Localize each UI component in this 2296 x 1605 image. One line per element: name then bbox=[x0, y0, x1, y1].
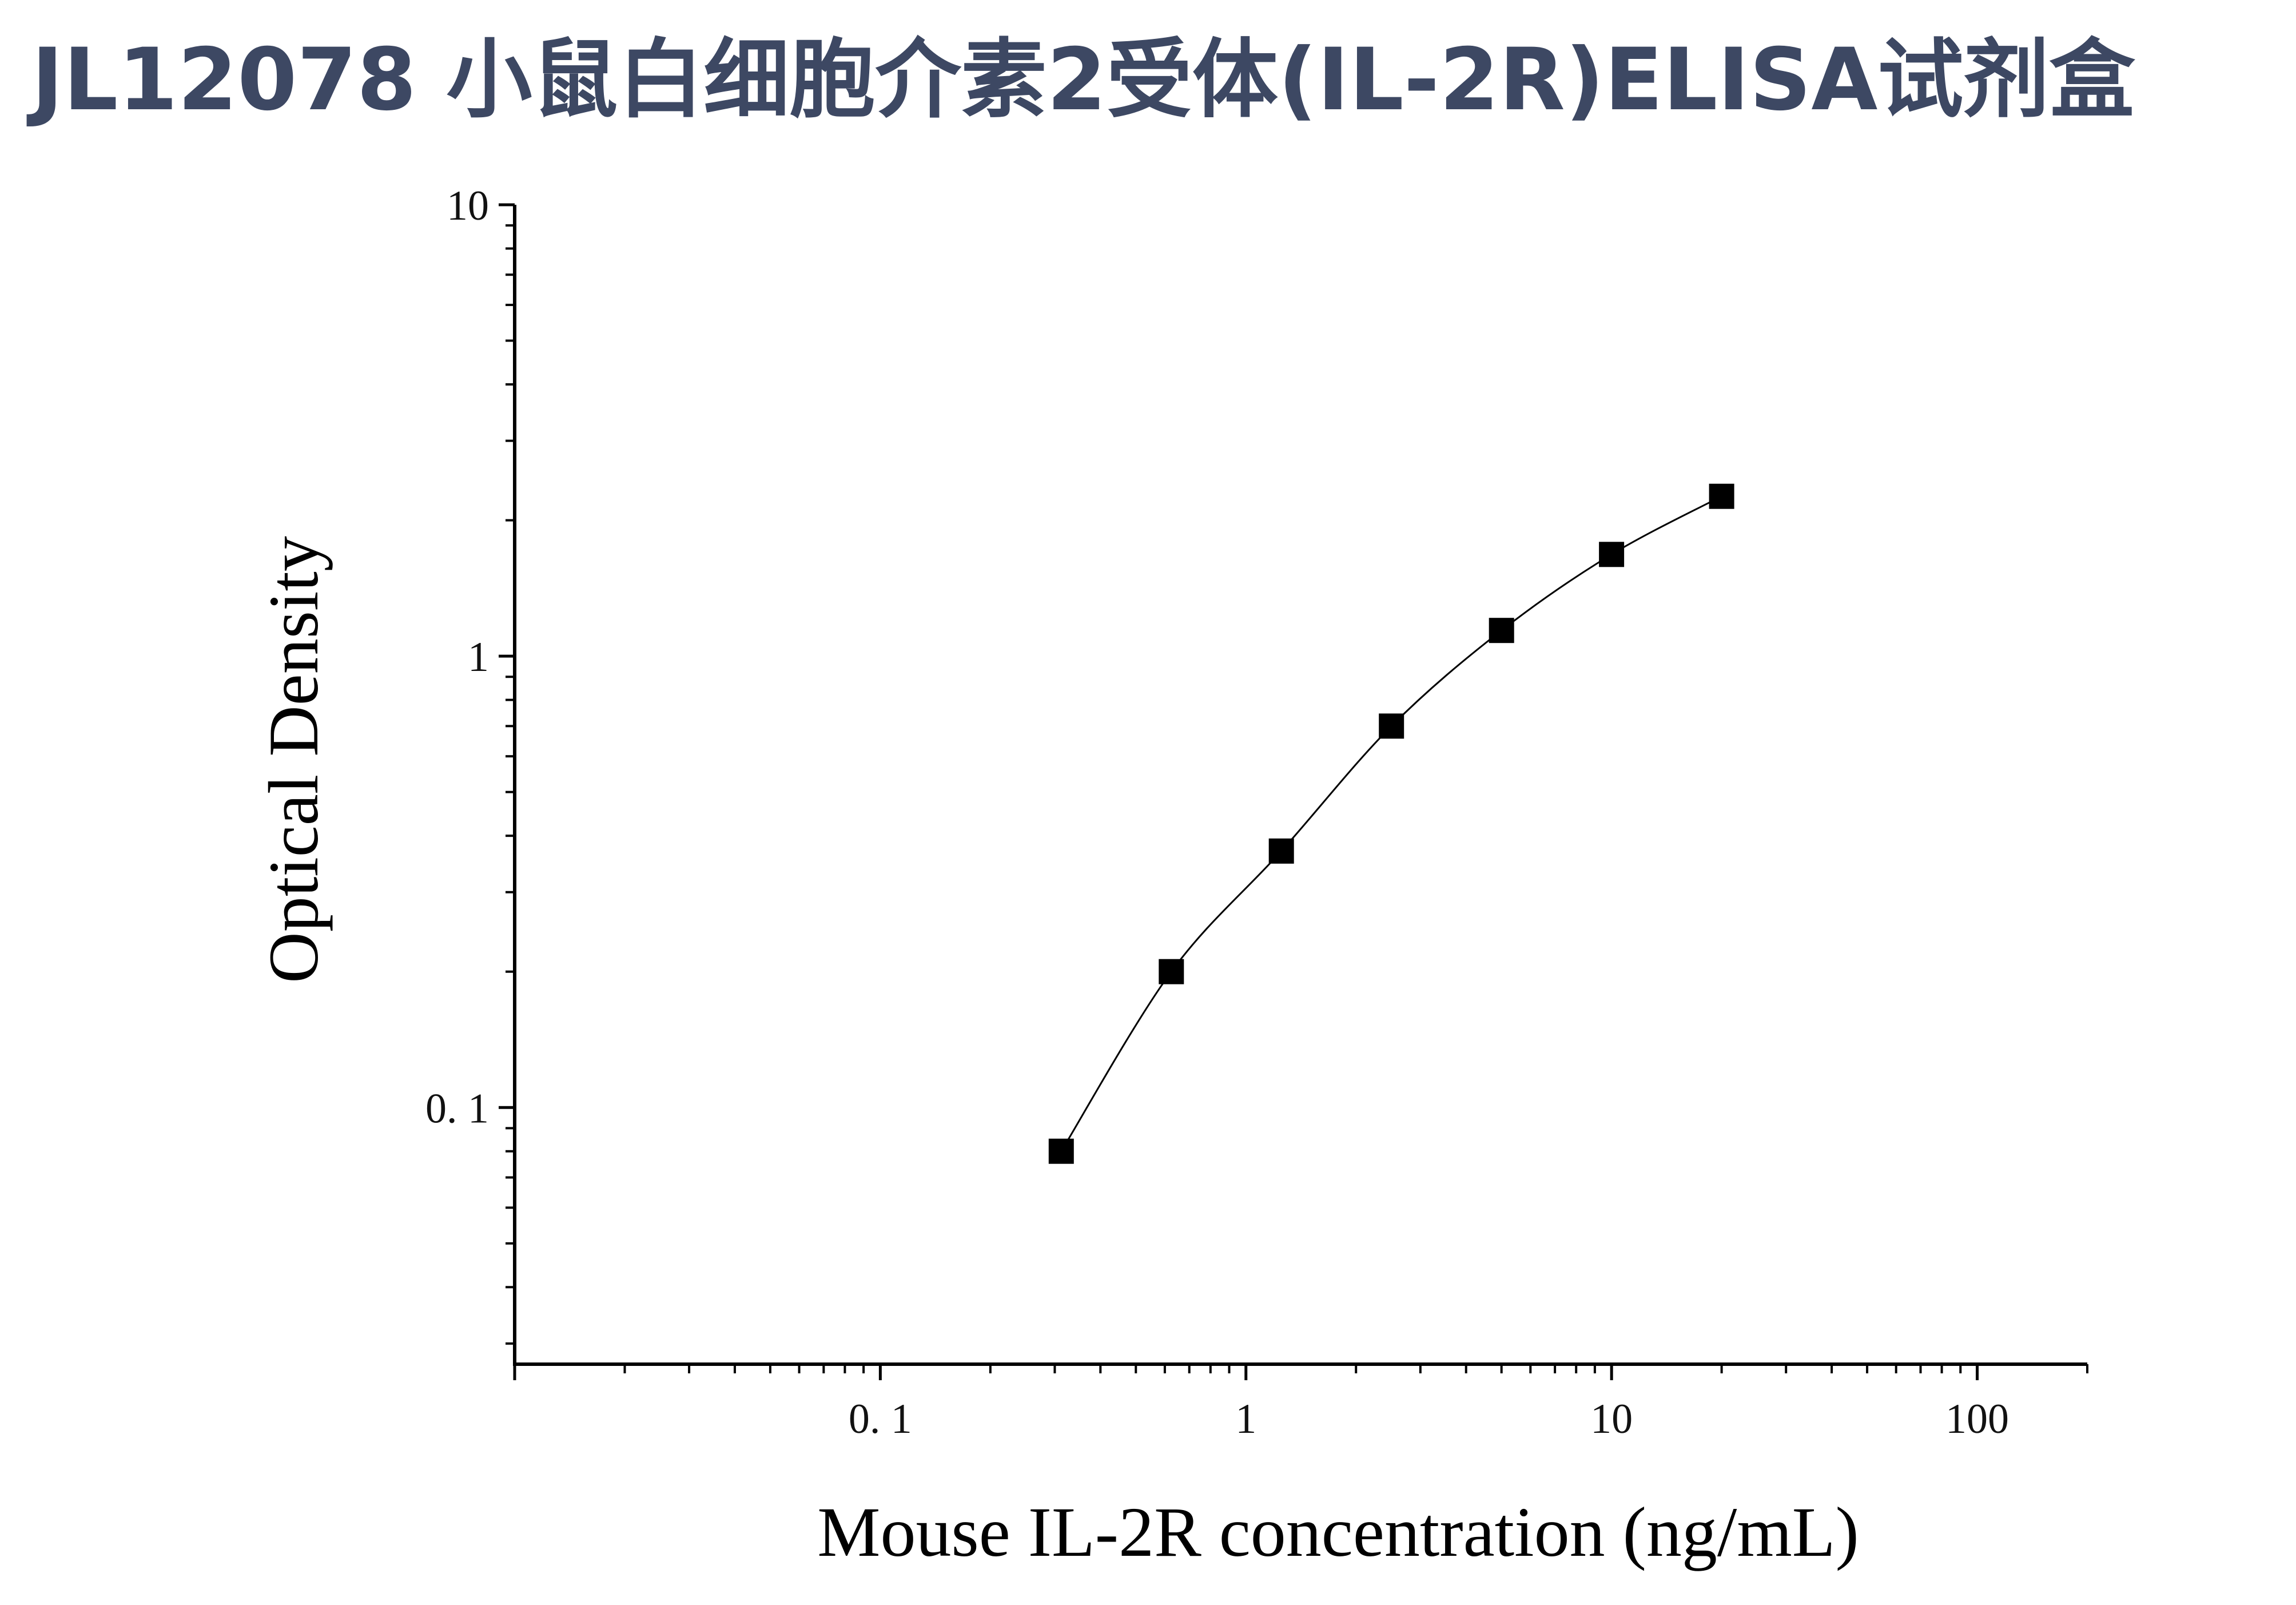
y-tick-label: 10 bbox=[447, 182, 489, 229]
y-tick-label: 1 bbox=[468, 634, 489, 681]
data-point bbox=[1489, 618, 1514, 643]
axes bbox=[513, 205, 2087, 1366]
data-point bbox=[1268, 838, 1294, 864]
x-tick-label: 0. 1 bbox=[849, 1396, 912, 1443]
data-point bbox=[1379, 713, 1404, 739]
data-point bbox=[1048, 1138, 1074, 1164]
data-point bbox=[1599, 542, 1625, 567]
x-axis-title: Mouse IL-2R concentration (ng/mL) bbox=[817, 1493, 1859, 1571]
data-point bbox=[1159, 959, 1184, 984]
x-tick-label: 10 bbox=[1590, 1396, 1633, 1443]
ticks bbox=[499, 203, 2088, 1380]
y-tick-label: 0. 1 bbox=[425, 1085, 489, 1132]
data-point bbox=[1709, 483, 1734, 509]
x-tick-label: 1 bbox=[1235, 1396, 1256, 1443]
page-title: JL12078 小鼠白细胞介素2受体(IL-2R)ELISA试剂盒 bbox=[31, 30, 2135, 130]
fit-curve bbox=[1060, 495, 1722, 1152]
fit-line bbox=[1060, 495, 1722, 1152]
data-points bbox=[1048, 483, 1734, 1164]
x-tick-label: 100 bbox=[1945, 1396, 2009, 1443]
tick-labels: 0. 1 1 10 100 0. 1 1 10 bbox=[425, 182, 2009, 1443]
y-axis-title: Optical Density bbox=[254, 536, 333, 983]
